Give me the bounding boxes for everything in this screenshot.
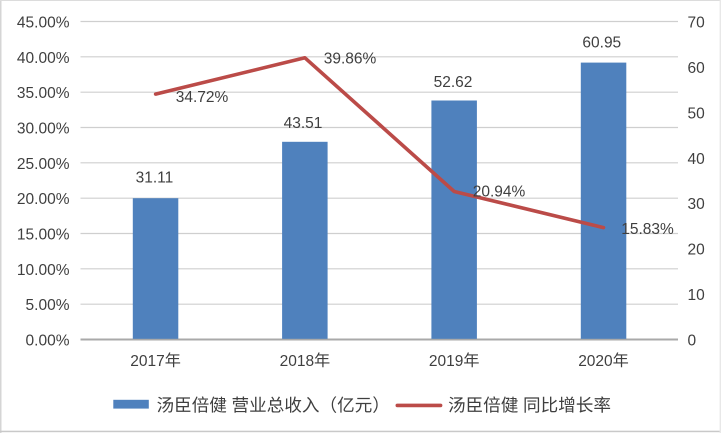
svg-text:5.00%: 5.00% [26, 297, 70, 314]
svg-text:39.86%: 39.86% [324, 50, 377, 67]
svg-text:45.00%: 45.00% [17, 15, 70, 32]
svg-text:0: 0 [688, 333, 697, 350]
svg-text:2017: 2017 [130, 353, 164, 370]
svg-text:15.83%: 15.83% [621, 221, 674, 238]
svg-text:2018: 2018 [280, 353, 314, 370]
svg-text:0.00%: 0.00% [26, 333, 70, 350]
svg-text:60.95: 60.95 [582, 34, 621, 51]
svg-text:40: 40 [688, 151, 706, 168]
svg-text:20: 20 [688, 242, 706, 259]
svg-text:60: 60 [688, 60, 706, 77]
svg-text:30: 30 [688, 196, 706, 213]
svg-text:30.00%: 30.00% [17, 121, 70, 138]
svg-text:20.94%: 20.94% [473, 183, 526, 200]
svg-text:10: 10 [688, 287, 706, 304]
svg-text:25.00%: 25.00% [17, 156, 70, 173]
svg-text:15.00%: 15.00% [17, 227, 70, 244]
svg-text:2020: 2020 [578, 353, 613, 370]
svg-text:34.72%: 34.72% [176, 89, 229, 106]
svg-text:52.62: 52.62 [434, 74, 473, 91]
svg-text:40.00%: 40.00% [17, 50, 70, 67]
svg-text:2019: 2019 [429, 353, 463, 370]
svg-text:35.00%: 35.00% [17, 85, 70, 102]
svg-text:20.00%: 20.00% [17, 191, 70, 208]
svg-text:31.11: 31.11 [136, 169, 174, 186]
svg-text:10.00%: 10.00% [17, 262, 70, 279]
svg-text:43.51: 43.51 [284, 115, 323, 132]
svg-text:70: 70 [688, 15, 706, 32]
svg-text:50: 50 [688, 105, 706, 122]
